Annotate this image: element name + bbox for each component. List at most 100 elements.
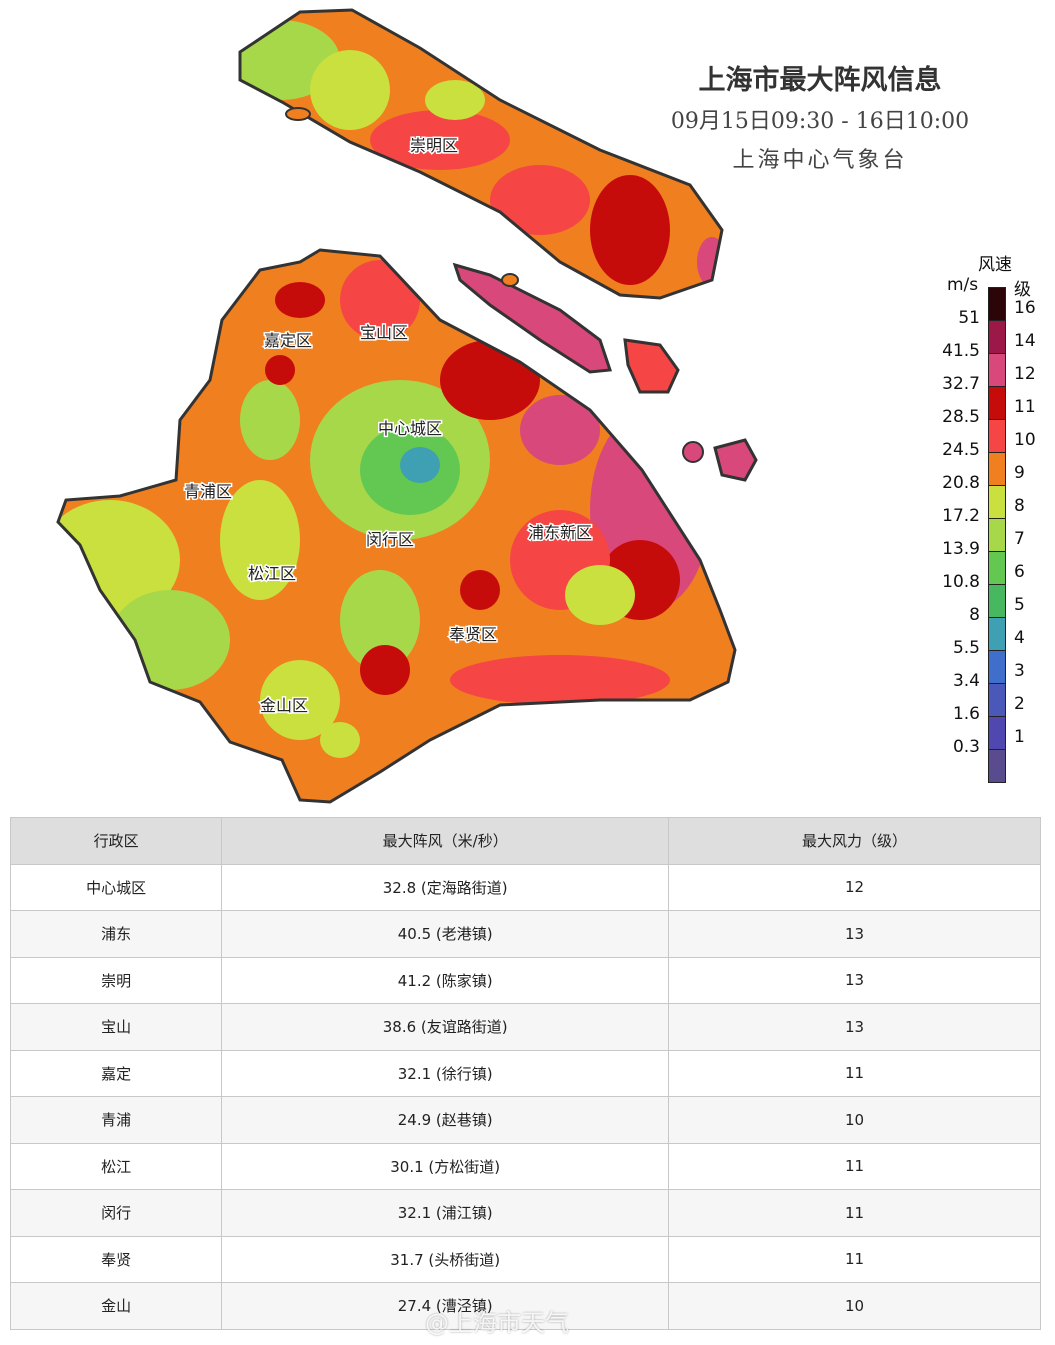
gust-cell: 32.1 (徐行镇) — [221, 1049, 670, 1097]
district-label: 松江区 — [248, 564, 296, 583]
table-row: 青浦 24.9 (赵巷镇) 10 — [9, 1096, 1041, 1144]
table-row: 崇明 41.2 (陈家镇) 13 — [9, 956, 1041, 1004]
legend-grade-label: 7 — [1014, 529, 1025, 549]
legend-grade-label: 8 — [1014, 496, 1025, 516]
district-cell: 嘉定 — [9, 1049, 223, 1097]
legend-speed-label: 28.5 — [942, 407, 980, 427]
district-cell: 青浦 — [9, 1096, 223, 1144]
district-label: 金山区 — [260, 696, 308, 715]
legend-speed-label: 8 — [969, 605, 980, 625]
gust-cell: 24.9 (赵巷镇) — [221, 1096, 670, 1144]
district-cell: 金山 — [9, 1282, 223, 1330]
time-range: 09月15日09:30 - 16日10:00 — [670, 109, 970, 134]
legend-color-segment — [988, 716, 1006, 750]
grade-cell: 13 — [668, 956, 1041, 1004]
legend-speed-label: 5.5 — [952, 638, 980, 658]
grade-cell: 13 — [668, 1003, 1041, 1051]
legend-grade-label: 2 — [1014, 694, 1025, 714]
legend-title: 风速 — [978, 255, 1012, 275]
gust-cell: 38.6 (友谊路街道) — [221, 1003, 670, 1051]
legend-speed-label: 10.8 — [942, 572, 980, 592]
district-label: 中心城区 — [378, 419, 442, 438]
legend-speed-label: 3.4 — [952, 671, 980, 691]
table-row: 松江 30.1 (方松街道) 11 — [9, 1142, 1041, 1190]
table-row: 金山 27.4 (漕泾镇) 10 — [9, 1282, 1041, 1330]
legend-grade-label: 9 — [1014, 463, 1025, 483]
legend-color-segment — [988, 419, 1006, 453]
gust-cell: 27.4 (漕泾镇) — [221, 1282, 670, 1330]
district-label: 宝山区 — [360, 323, 408, 342]
legend-grade-label: 16 — [1014, 298, 1036, 318]
legend-speed-label: 20.8 — [942, 473, 980, 493]
table-row: 嘉定 32.1 (徐行镇) 11 — [9, 1049, 1041, 1097]
legend-grade-label: 10 — [1014, 430, 1036, 450]
legend-speed-label: 1.6 — [952, 704, 980, 724]
map-title: 上海市最大阵风信息 — [698, 65, 942, 96]
shanghai-wind-map: 崇明区 嘉定区 宝山区 中心城区 青浦区 闵行区 浦东新区 松江区 奉贤区 金山… — [56, 8, 758, 804]
legend-color-segment — [988, 683, 1006, 717]
wind-speed-legend: 风速 m/s 级 51 41.5 32.7 28.5 24.5 20.8 17.2 13.9 1… — [930, 248, 1050, 793]
grade-cell: 10 — [668, 1096, 1041, 1144]
legend-color-segment — [988, 551, 1006, 585]
legend-grade-label: 14 — [1014, 331, 1036, 351]
legend-color-segment — [988, 485, 1006, 519]
legend-grade-label: 11 — [1014, 397, 1036, 417]
legend-color-segment — [988, 617, 1006, 651]
district-label: 青浦区 — [184, 482, 232, 501]
legend-color-segment — [988, 287, 1006, 321]
legend-color-segment — [988, 749, 1006, 783]
grade-cell: 10 — [668, 1282, 1041, 1330]
district-cell: 奉贤 — [9, 1235, 223, 1283]
legend-speed-label: 24.5 — [942, 440, 980, 460]
grade-cell: 13 — [668, 910, 1041, 958]
hengsha-island — [623, 338, 680, 394]
gust-cell: 40.5 (老港镇) — [221, 910, 670, 958]
district-cell: 浦东 — [9, 910, 223, 958]
legend-grade-label: 1 — [1014, 727, 1025, 747]
table-row: 宝山 38.6 (友谊路街道) 13 — [9, 1003, 1041, 1051]
legend-color-segment — [988, 320, 1006, 354]
legend-grade-label: 4 — [1014, 628, 1025, 648]
gust-cell: 31.7 (头桥街道) — [221, 1235, 670, 1283]
gust-cell: 32.8 (定海路街道) — [221, 863, 670, 911]
column-header: 最大阵风（米/秒） — [221, 817, 670, 865]
grade-cell: 11 — [668, 1049, 1041, 1097]
legend-grade-label: 6 — [1014, 562, 1025, 582]
district-cell: 松江 — [9, 1142, 223, 1190]
district-label: 浦东新区 — [528, 523, 592, 542]
column-header: 最大风力（级） — [668, 817, 1041, 865]
legend-grade-label: 5 — [1014, 595, 1025, 615]
changxing-island — [452, 262, 613, 374]
district-cell: 崇明 — [9, 956, 223, 1004]
district-cell: 中心城区 — [9, 863, 223, 911]
source: 上海中心气象台 — [732, 148, 908, 173]
gust-cell: 41.2 (陈家镇) — [221, 956, 670, 1004]
legend-speed-label: 0.3 — [952, 737, 980, 757]
watermark: @上海市天气 — [425, 1309, 569, 1337]
legend-grade-label: 12 — [1014, 364, 1036, 384]
legend-speed-label: 13.9 — [942, 539, 980, 559]
grade-cell: 12 — [668, 863, 1041, 911]
district-label: 崇明区 — [410, 136, 458, 155]
legend-speed-label: 51 — [958, 308, 980, 328]
district-cell: 闵行 — [9, 1189, 223, 1237]
table-row: 闵行 32.1 (浦江镇) 11 — [9, 1189, 1041, 1237]
table-row: 浦东 40.5 (老港镇) 13 — [9, 910, 1041, 958]
legend-speed-label: 41.5 — [942, 341, 980, 361]
legend-color-segment — [988, 650, 1006, 684]
legend-unit-speed: m/s — [947, 275, 979, 295]
legend-color-segment — [988, 386, 1006, 420]
district-labels: 崇明区 嘉定区 宝山区 中心城区 青浦区 闵行区 浦东新区 松江区 奉贤区 金山… — [183, 135, 594, 717]
grade-cell: 11 — [668, 1142, 1041, 1190]
district-label: 嘉定区 — [264, 331, 312, 350]
district-label: 闵行区 — [366, 530, 414, 549]
gust-cell: 30.1 (方松街道) — [221, 1142, 670, 1190]
legend-color-segment — [988, 353, 1006, 387]
table-row: 奉贤 31.7 (头桥街道) 11 — [9, 1235, 1041, 1283]
column-header: 行政区 — [9, 817, 223, 865]
grade-cell: 11 — [668, 1189, 1041, 1237]
legend-color-segment — [988, 452, 1006, 486]
district-label: 奉贤区 — [449, 625, 497, 644]
legend-grade-label: 3 — [1014, 661, 1025, 681]
